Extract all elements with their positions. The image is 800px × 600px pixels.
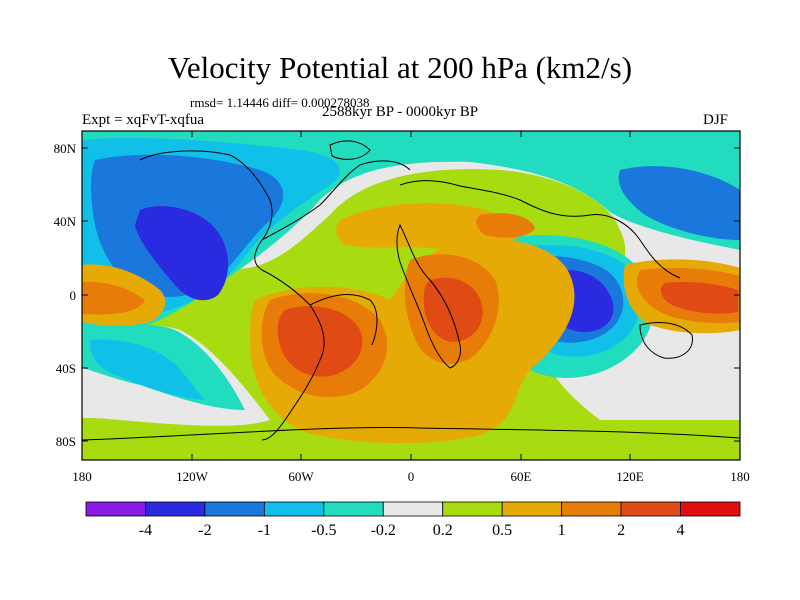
colorbar-label: -2: [198, 522, 211, 539]
colorbar-label: -4: [139, 522, 152, 539]
colorbar-label: 2: [617, 522, 625, 539]
colorbar-segment: [263, 501, 325, 517]
positive-northern-africa: [336, 203, 516, 251]
colorbar: [85, 501, 741, 517]
coast-eurasia: [399, 180, 681, 279]
x-label: 180: [730, 469, 750, 484]
coast-antarctica: [82, 426, 740, 441]
x-label: 180: [72, 469, 92, 484]
x-label: 60E: [511, 469, 532, 484]
stats-line: rmsd= 1.14446 diff= 0.000278038: [190, 95, 370, 110]
colorbar-segment: [680, 501, 741, 517]
coast-africa: [396, 223, 461, 369]
colorbar-label: -0.5: [311, 522, 336, 539]
coastlines: [82, 140, 740, 441]
positive-ring-arabia: [476, 213, 535, 238]
negative-ring-south-pacific: [90, 339, 205, 400]
colorbar-label: 0.5: [492, 522, 512, 539]
y-label: 40N: [54, 214, 77, 229]
coast-north-america-east: [261, 160, 411, 241]
colorbar-labels: -4 -2 -1 -0.5 -0.2 0.2 0.5 1 2 4: [139, 522, 685, 539]
y-label: 40S: [56, 361, 76, 376]
chart-title: Velocity Potential at 200 hPa (km2/s): [167, 50, 633, 85]
coast-australia: [639, 322, 693, 359]
period-label: 2588kyr BP - 0000kyr BP: [322, 104, 479, 120]
experiment-label: Expt = xqFvT-xqfua: [82, 112, 205, 128]
tick-marks: [81, 131, 741, 460]
colorbar-segment: [204, 501, 265, 517]
contour-field: [82, 131, 740, 460]
colorbar-label: 1: [558, 522, 566, 539]
coast-greenland: [329, 140, 371, 160]
negative-min-pacific: [135, 206, 229, 301]
positive-max-africa: [423, 277, 483, 342]
y-label: 80S: [56, 434, 76, 449]
colorbar-segment: [561, 501, 622, 517]
negative-northwest-pacific: [618, 166, 740, 240]
colorbar-label: -0.2: [371, 522, 396, 539]
colorbar-segment: [382, 501, 444, 517]
colorbar-label: 0.2: [433, 522, 453, 539]
colorbar-segment: [501, 501, 563, 517]
x-label: 0: [408, 469, 415, 484]
positive-ring-east-pacific: [82, 281, 145, 315]
colorbar-segment: [85, 501, 146, 517]
colorbar-segment: [145, 501, 206, 517]
colorbar-label: 4: [677, 522, 685, 539]
colorbar-segment: [323, 501, 384, 517]
colorbar-segment: [442, 501, 503, 517]
coast-south-america-east: [309, 294, 378, 346]
coast-americas-west: [139, 150, 325, 441]
y-label: 80N: [54, 141, 77, 156]
x-label: 120W: [176, 469, 209, 484]
x-label: 120E: [616, 469, 644, 484]
colorbar-label: -1: [258, 522, 271, 539]
positive-max-south-america: [277, 306, 363, 377]
x-label: 60W: [288, 469, 314, 484]
y-label: 0: [70, 288, 77, 303]
positive-max-west-pacific: [660, 281, 738, 314]
colorbar-segment: [620, 501, 681, 517]
season-label: DJF: [702, 112, 728, 128]
